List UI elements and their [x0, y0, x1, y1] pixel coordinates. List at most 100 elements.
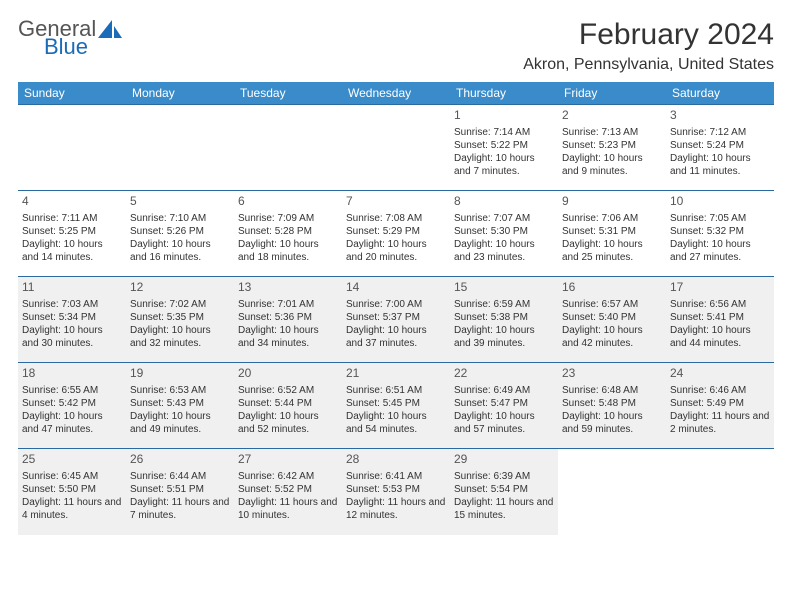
calendar-week-row: 1Sunrise: 7:14 AMSunset: 5:22 PMDaylight… [18, 105, 774, 191]
month-title: February 2024 [523, 18, 774, 52]
calendar-day-cell: 22Sunrise: 6:49 AMSunset: 5:47 PMDayligh… [450, 363, 558, 449]
day-daylight: Daylight: 11 hours and 12 minutes. [346, 496, 446, 522]
day-sunset: Sunset: 5:25 PM [22, 225, 122, 238]
logo: General Blue [18, 18, 124, 58]
day-sunset: Sunset: 5:32 PM [670, 225, 770, 238]
day-sunrise: Sunrise: 7:06 AM [562, 212, 662, 225]
calendar-week-row: 18Sunrise: 6:55 AMSunset: 5:42 PMDayligh… [18, 363, 774, 449]
day-number: 23 [562, 366, 662, 382]
calendar-day-cell: 16 Sunrise: 6:57 AMSunset: 5:40 PMDayligh… [558, 277, 666, 363]
calendar-day-cell [558, 449, 666, 535]
day-sunset: Sunset: 5:29 PM [346, 225, 446, 238]
day-daylight: Daylight: 10 hours and 57 minutes. [454, 410, 554, 436]
day-sunrise: Sunrise: 7:13 AM [562, 126, 662, 139]
day-sunrise: Sunrise: 6:53 AM [130, 384, 230, 397]
calendar-day-cell: 25Sunrise: 6:45 AMSunset: 5:50 PMDayligh… [18, 449, 126, 535]
day-sunset: Sunset: 5:48 PM [562, 397, 662, 410]
day-sunset: Sunset: 5:53 PM [346, 483, 446, 496]
calendar-day-cell: 27Sunrise: 6:42 AMSunset: 5:52 PMDayligh… [234, 449, 342, 535]
day-sunrise: Sunrise: 6:59 AM [454, 298, 554, 311]
calendar-table: Sunday Monday Tuesday Wednesday Thursday… [18, 82, 774, 535]
calendar-week-row: 4Sunrise: 7:11 AMSunset: 5:25 PMDaylight… [18, 191, 774, 277]
day-sunrise: Sunrise: 6:48 AM [562, 384, 662, 397]
day-number: 16 [562, 280, 662, 296]
header: General Blue February 2024 Akron, Pennsy… [18, 18, 774, 74]
day-daylight: Daylight: 10 hours and 42 minutes. [562, 324, 662, 350]
day-header: Wednesday [342, 82, 450, 105]
day-daylight: Daylight: 10 hours and 30 minutes. [22, 324, 122, 350]
day-number: 1 [454, 108, 554, 124]
day-sunset: Sunset: 5:40 PM [562, 311, 662, 324]
calendar-day-cell: 28Sunrise: 6:41 AMSunset: 5:53 PMDayligh… [342, 449, 450, 535]
day-sunset: Sunset: 5:49 PM [670, 397, 770, 410]
calendar-day-cell: 1Sunrise: 7:14 AMSunset: 5:22 PMDaylight… [450, 105, 558, 191]
calendar-day-cell [126, 105, 234, 191]
day-sunrise: Sunrise: 7:08 AM [346, 212, 446, 225]
day-sunset: Sunset: 5:34 PM [22, 311, 122, 324]
day-number: 3 [670, 108, 770, 124]
day-sunrise: Sunrise: 6:44 AM [130, 470, 230, 483]
calendar-day-cell: 14Sunrise: 7:00 AMSunset: 5:37 PMDayligh… [342, 277, 450, 363]
day-sunrise: Sunrise: 7:03 AM [22, 298, 122, 311]
calendar-week-row: 25Sunrise: 6:45 AMSunset: 5:50 PMDayligh… [18, 449, 774, 535]
day-sunrise: Sunrise: 6:56 AM [670, 298, 770, 311]
day-sunrise: Sunrise: 6:39 AM [454, 470, 554, 483]
day-header: Tuesday [234, 82, 342, 105]
day-header: Friday [558, 82, 666, 105]
day-sunrise: Sunrise: 6:52 AM [238, 384, 338, 397]
calendar-day-cell: 10Sunrise: 7:05 AMSunset: 5:32 PMDayligh… [666, 191, 774, 277]
day-number: 19 [130, 366, 230, 382]
day-header: Sunday [18, 82, 126, 105]
day-sunset: Sunset: 5:41 PM [670, 311, 770, 324]
day-sunset: Sunset: 5:51 PM [130, 483, 230, 496]
calendar-day-cell: 7Sunrise: 7:08 AMSunset: 5:29 PMDaylight… [342, 191, 450, 277]
day-sunrise: Sunrise: 6:55 AM [22, 384, 122, 397]
day-sunset: Sunset: 5:43 PM [130, 397, 230, 410]
day-daylight: Daylight: 10 hours and 49 minutes. [130, 410, 230, 436]
day-daylight: Daylight: 10 hours and 39 minutes. [454, 324, 554, 350]
day-sunrise: Sunrise: 7:10 AM [130, 212, 230, 225]
day-sunrise: Sunrise: 6:57 AM [562, 298, 662, 311]
calendar-day-cell [234, 105, 342, 191]
calendar-day-cell: 8Sunrise: 7:07 AMSunset: 5:30 PMDaylight… [450, 191, 558, 277]
calendar-day-cell [666, 449, 774, 535]
calendar-day-cell: 13Sunrise: 7:01 AMSunset: 5:36 PMDayligh… [234, 277, 342, 363]
day-number: 27 [238, 452, 338, 468]
calendar-day-cell: 15Sunrise: 6:59 AMSunset: 5:38 PMDayligh… [450, 277, 558, 363]
day-number: 2 [562, 108, 662, 124]
day-sunrise: Sunrise: 7:02 AM [130, 298, 230, 311]
day-number: 20 [238, 366, 338, 382]
calendar-day-cell: 12Sunrise: 7:02 AMSunset: 5:35 PMDayligh… [126, 277, 234, 363]
day-daylight: Daylight: 10 hours and 18 minutes. [238, 238, 338, 264]
day-number: 8 [454, 194, 554, 210]
day-sunset: Sunset: 5:31 PM [562, 225, 662, 238]
day-daylight: Daylight: 10 hours and 9 minutes. [562, 152, 662, 178]
day-sunset: Sunset: 5:50 PM [22, 483, 122, 496]
calendar-day-cell: 4Sunrise: 7:11 AMSunset: 5:25 PMDaylight… [18, 191, 126, 277]
day-number: 13 [238, 280, 338, 296]
day-sunrise: Sunrise: 7:11 AM [22, 212, 122, 225]
day-sunrise: Sunrise: 6:42 AM [238, 470, 338, 483]
day-header: Thursday [450, 82, 558, 105]
day-header: Monday [126, 82, 234, 105]
calendar-day-cell: 6Sunrise: 7:09 AMSunset: 5:28 PMDaylight… [234, 191, 342, 277]
day-sunset: Sunset: 5:38 PM [454, 311, 554, 324]
day-sunset: Sunset: 5:24 PM [670, 139, 770, 152]
calendar-day-cell: 18Sunrise: 6:55 AMSunset: 5:42 PMDayligh… [18, 363, 126, 449]
calendar-day-cell: 23Sunrise: 6:48 AMSunset: 5:48 PMDayligh… [558, 363, 666, 449]
day-daylight: Daylight: 10 hours and 7 minutes. [454, 152, 554, 178]
day-sunset: Sunset: 5:37 PM [346, 311, 446, 324]
day-sunset: Sunset: 5:26 PM [130, 225, 230, 238]
day-sunrise: Sunrise: 7:01 AM [238, 298, 338, 311]
day-number: 7 [346, 194, 446, 210]
calendar-day-cell: 5Sunrise: 7:10 AMSunset: 5:26 PMDaylight… [126, 191, 234, 277]
day-header: Saturday [666, 82, 774, 105]
day-daylight: Daylight: 10 hours and 52 minutes. [238, 410, 338, 436]
day-sunset: Sunset: 5:52 PM [238, 483, 338, 496]
day-sunrise: Sunrise: 6:46 AM [670, 384, 770, 397]
day-daylight: Daylight: 10 hours and 25 minutes. [562, 238, 662, 264]
day-daylight: Daylight: 10 hours and 11 minutes. [670, 152, 770, 178]
day-number: 10 [670, 194, 770, 210]
day-sunset: Sunset: 5:54 PM [454, 483, 554, 496]
day-sunset: Sunset: 5:36 PM [238, 311, 338, 324]
